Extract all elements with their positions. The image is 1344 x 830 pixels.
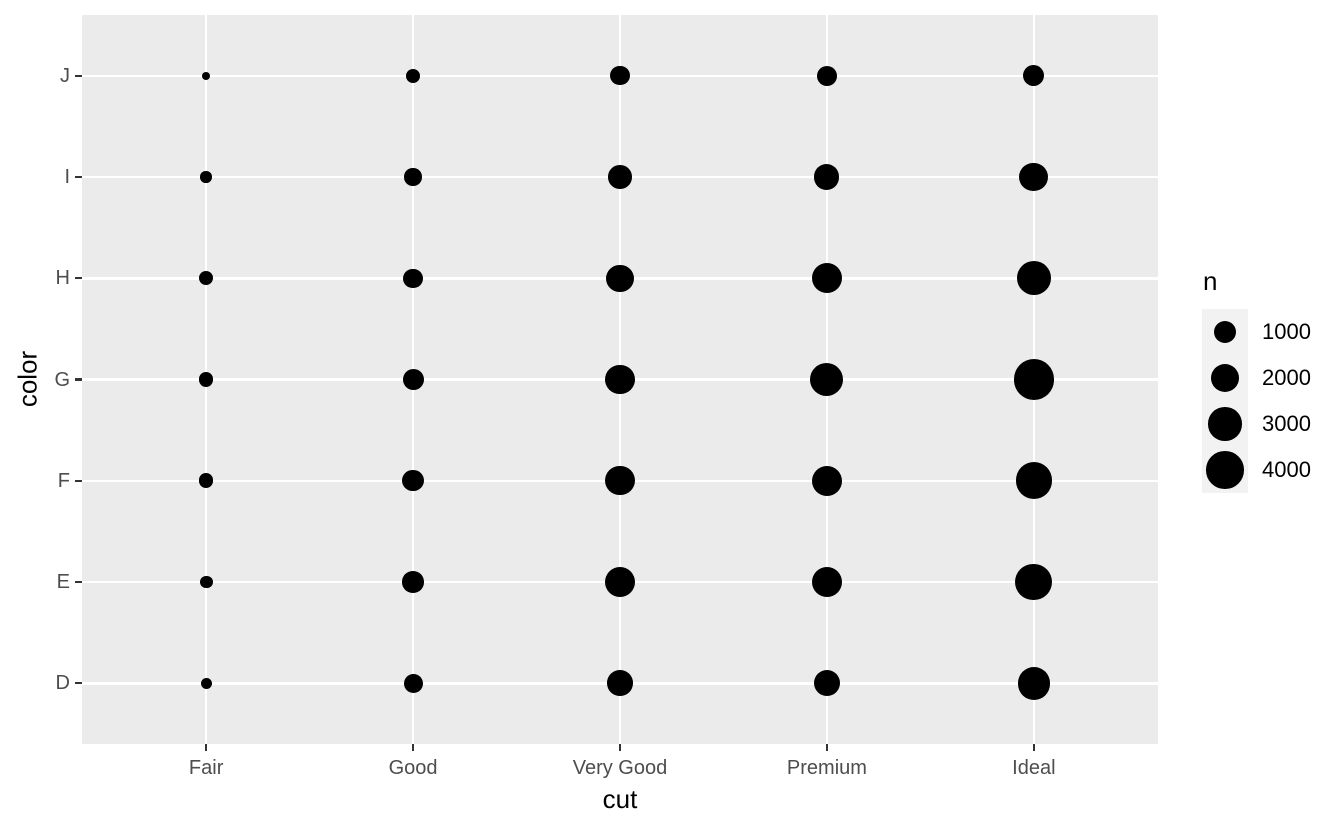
x-tick-Very Good xyxy=(618,744,622,751)
count-point-Very-Good-I xyxy=(608,165,632,189)
count-point-Premium-G xyxy=(810,363,844,396)
count-point-Fair-J xyxy=(202,71,211,80)
y-tick-I xyxy=(75,175,82,179)
count-point-Premium-F xyxy=(811,465,842,496)
count-point-Ideal-J xyxy=(1023,65,1045,87)
y-tick-label-E: E xyxy=(56,571,70,593)
plot-panel xyxy=(82,15,1158,744)
legend-circle-4000 xyxy=(1206,451,1244,489)
count-point-Ideal-D xyxy=(1017,666,1051,700)
count-point-Fair-H xyxy=(198,271,214,286)
x-tick-label-Fair: Fair xyxy=(188,757,224,779)
count-point-Premium-I xyxy=(814,164,840,190)
y-tick-label-H: H xyxy=(55,267,70,290)
count-point-Good-F xyxy=(402,470,424,492)
y-axis-title: color xyxy=(12,350,43,408)
count-point-Premium-H xyxy=(811,263,843,294)
count-point-Fair-D xyxy=(200,677,212,689)
count-point-Very-Good-D xyxy=(607,670,633,697)
count-point-Ideal-H xyxy=(1016,261,1051,296)
count-point-Very-Good-H xyxy=(606,264,634,292)
legend-label-4000: 4000 xyxy=(1262,457,1311,482)
legend-circle-1000 xyxy=(1214,321,1236,343)
legend-label-1000: 1000 xyxy=(1262,319,1311,344)
count-point-Good-E xyxy=(402,571,424,593)
count-point-Very-Good-J xyxy=(610,66,630,86)
x-tick-label-Ideal: Ideal xyxy=(1012,757,1056,779)
y-tick-D xyxy=(75,682,82,685)
count-point-Ideal-I xyxy=(1019,162,1049,192)
x-tick-label-Good: Good xyxy=(388,757,438,779)
y-tick-label-I: I xyxy=(64,166,70,188)
y-tick-label-G: G xyxy=(54,368,70,391)
y-tick-G xyxy=(75,378,82,381)
y-tick-J xyxy=(75,74,82,77)
count-point-Very-Good-G xyxy=(605,364,635,395)
x-tick-Good xyxy=(411,744,415,751)
legend-circle-3000 xyxy=(1208,407,1242,441)
legend-title: n xyxy=(1203,266,1218,296)
x-tick-Premium xyxy=(825,744,828,751)
x-tick-Fair xyxy=(205,744,208,751)
count-point-Ideal-F xyxy=(1015,462,1053,500)
count-point-Ideal-E xyxy=(1015,563,1053,601)
count-point-Premium-D xyxy=(813,670,840,697)
count-point-Good-J xyxy=(405,68,421,83)
count-point-Fair-G xyxy=(198,372,214,387)
y-tick-label-D: D xyxy=(55,672,70,695)
count-point-Fair-F xyxy=(198,473,214,488)
count-point-Good-D xyxy=(403,673,423,693)
count-point-Premium-J xyxy=(816,65,838,86)
y-tick-F xyxy=(75,479,82,482)
x-tick-label-Very Good: Very Good xyxy=(572,757,668,779)
count-point-Very-Good-E xyxy=(604,566,636,598)
x-axis-title: cut xyxy=(602,784,638,814)
count-point-Premium-E xyxy=(811,566,842,598)
x-tick-Ideal xyxy=(1032,744,1035,751)
count-point-Ideal-G xyxy=(1013,359,1055,400)
count-point-Fair-E xyxy=(199,575,213,589)
y-tick-E xyxy=(75,580,82,584)
y-tick-H xyxy=(75,277,82,280)
y-tick-label-F: F xyxy=(57,469,70,492)
count-point-Good-H xyxy=(403,268,423,288)
x-tick-label-Premium: Premium xyxy=(786,757,867,779)
count-point-Fair-I xyxy=(200,171,212,183)
y-tick-label-J: J xyxy=(60,64,70,87)
legend-label-3000: 3000 xyxy=(1262,411,1311,436)
count-point-Good-I xyxy=(404,168,422,186)
legend-label-2000: 2000 xyxy=(1262,365,1311,390)
legend-circle-2000 xyxy=(1210,363,1240,393)
count-point-Good-G xyxy=(402,369,424,390)
count-point-Very-Good-F xyxy=(605,466,635,496)
